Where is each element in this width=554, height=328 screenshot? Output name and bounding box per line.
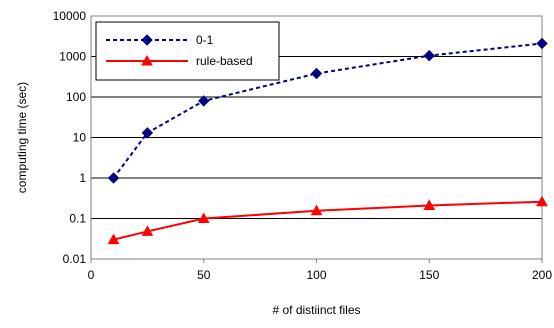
y-tick-label: 1000 [59,50,86,64]
data-point [141,127,154,139]
x-tick-label: 100 [306,268,326,282]
legend-item: 0-1 [106,33,214,47]
y-tick-label: 10000 [53,9,87,23]
data-point [107,172,120,184]
series-1 [107,37,548,184]
x-tick-label: 50 [197,268,211,282]
legend-item: rule-based [106,54,253,68]
axes: 0.01 0.1 1 10 100 1000 10000 0 50 100 150 200 [53,9,553,282]
y-axis-title: computing time (sec) [15,82,29,193]
legend-box [95,21,280,81]
data-point [310,67,323,80]
data-point [141,225,154,236]
data-point [536,195,548,207]
data-point [107,233,120,245]
legend-marker [141,34,153,46]
data-point [197,212,210,223]
y-tick-label: 0.01 [63,252,87,266]
y-tick-label: 1 [79,171,86,185]
data-point [423,199,436,210]
legend-label: 0-1 [196,33,214,47]
gridlines [91,56,542,219]
x-tick-label: 0 [88,268,95,282]
legend-marker [141,54,153,66]
series-group [107,37,548,245]
series-2 [107,195,548,245]
data-point [198,95,210,107]
y-tick-label: 0.1 [69,212,86,226]
legend: 0-1 rule-based [95,21,280,81]
x-tick-label: 200 [532,268,552,282]
legend-label: rule-based [196,54,253,68]
series-line [113,200,543,241]
data-point [310,204,323,216]
x-axis-title: # of distiinct files [272,303,360,317]
data-point [536,37,548,50]
data-point [423,49,435,62]
x-tick-label: 150 [419,268,439,282]
y-tick-label: 100 [66,90,86,104]
y-tick-label: 10 [73,131,87,145]
